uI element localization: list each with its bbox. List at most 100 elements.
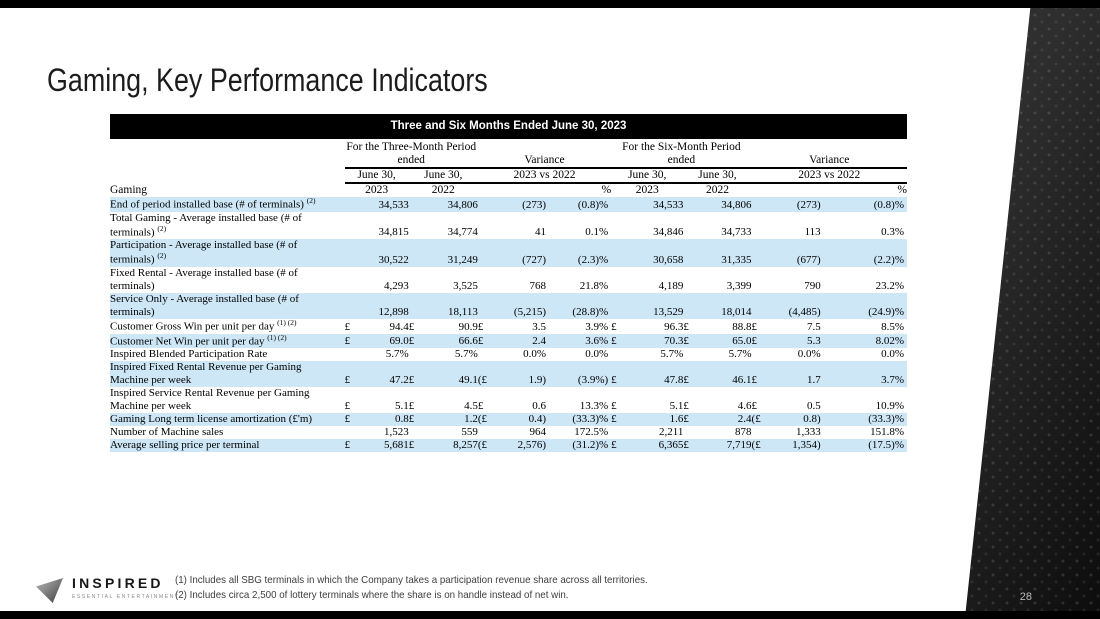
percent-cell: 8.5% bbox=[881, 320, 904, 333]
currency-cell: £ bbox=[611, 335, 617, 348]
currency-cell: £ bbox=[683, 335, 689, 348]
group-header-six-month: For the Six-Month Period ended bbox=[611, 141, 752, 169]
value-cell: 30,658 bbox=[653, 253, 684, 266]
currency-cell: £ bbox=[751, 320, 758, 333]
value-cell: 12,898 bbox=[378, 305, 409, 318]
percent-cell: (24.9)% bbox=[868, 305, 904, 318]
currency-cell bbox=[752, 239, 772, 267]
percent-cell: (0.8)% bbox=[577, 198, 609, 211]
currency-cell bbox=[752, 426, 772, 439]
currency-cell bbox=[611, 267, 631, 293]
currency-cell: (£ bbox=[477, 439, 488, 452]
currency-cell bbox=[345, 426, 357, 439]
percent-cell: (28.8)% bbox=[572, 305, 609, 318]
value-cell: 0.8) bbox=[803, 413, 821, 426]
value-cell: (273) bbox=[796, 198, 821, 211]
currency-cell bbox=[478, 267, 498, 293]
value-cell: 70.3 bbox=[664, 335, 684, 348]
value-cell: 30,522 bbox=[378, 253, 409, 266]
value-cell: 31,249 bbox=[447, 253, 478, 266]
value-cell: 3,399 bbox=[726, 279, 752, 292]
subheader-vs-6m: 2023 vs 2022 bbox=[751, 168, 907, 184]
currency-cell: (£ bbox=[751, 413, 761, 426]
year-2023-3m: 2023 bbox=[365, 184, 389, 196]
row-label: Customer Gross Win per unit per day (1) … bbox=[110, 317, 297, 333]
value-cell: 5.7% bbox=[728, 348, 752, 361]
table-row: Customer Net Win per unit per day (1) (2… bbox=[110, 332, 907, 349]
value-cell: 790 bbox=[804, 279, 821, 292]
currency-cell: £ bbox=[751, 400, 758, 413]
value-cell: 0.6 bbox=[532, 400, 546, 413]
value-cell: 2,576) bbox=[517, 439, 546, 452]
value-cell: 96.3 bbox=[664, 320, 684, 333]
value-cell: 46.1 bbox=[732, 374, 752, 387]
value-cell: 34,774 bbox=[447, 226, 478, 239]
top-letterbox-bar bbox=[0, 0, 1100, 8]
value-cell: 1,354) bbox=[792, 439, 821, 452]
currency-cell: £ bbox=[477, 335, 484, 348]
currency-cell bbox=[611, 426, 631, 439]
currency-cell bbox=[611, 197, 631, 212]
currency-cell bbox=[478, 239, 498, 267]
currency-cell bbox=[409, 348, 421, 361]
percent-cell: (2.3)% bbox=[577, 253, 609, 266]
value-cell: 0.0% bbox=[523, 348, 546, 361]
value-cell: 31,335 bbox=[721, 253, 752, 266]
value-cell: 4.6 bbox=[737, 400, 752, 413]
row-label: Inspired Blended Participation Rate bbox=[110, 348, 268, 361]
value-cell: 34,733 bbox=[721, 226, 752, 239]
kpi-table: For the Three-Month Period ended Varianc… bbox=[110, 141, 907, 453]
value-cell: 5,681 bbox=[383, 439, 409, 452]
table-row: Number of Machine sales 1,523 559 964 172.5%… bbox=[110, 426, 907, 439]
table-row: Fixed Rental - Average installed base (#… bbox=[110, 267, 907, 293]
value-cell: 3,525 bbox=[453, 279, 478, 292]
row-group-header-gaming: Gaming bbox=[110, 184, 148, 196]
inspired-logo-tagline: ESSENTIAL ENTERTAINMENT bbox=[72, 594, 180, 600]
currency-cell bbox=[683, 293, 695, 319]
currency-cell: £ bbox=[408, 374, 415, 387]
currency-cell: £ bbox=[408, 439, 415, 452]
currency-cell bbox=[478, 197, 498, 212]
year-2022-3m: 2022 bbox=[431, 184, 455, 196]
value-cell: 34,846 bbox=[653, 226, 684, 239]
currency-cell bbox=[611, 212, 631, 240]
value-cell: (727) bbox=[522, 253, 546, 266]
table-row: Average selling price per terminal £5,681… bbox=[110, 439, 907, 453]
currency-cell: £ bbox=[611, 320, 617, 333]
row-label: Customer Net Win per unit per day (1) (2… bbox=[110, 332, 287, 348]
value-cell: 7,719 bbox=[726, 439, 752, 452]
value-cell: 88.8 bbox=[732, 320, 752, 333]
percent-cell: 3.7% bbox=[881, 374, 904, 387]
percent-cell: (31.2)% bbox=[572, 439, 609, 452]
value-cell: 34,815 bbox=[378, 226, 409, 239]
value-cell: 5.7% bbox=[385, 348, 409, 361]
percent-cell: 23.2% bbox=[875, 279, 904, 292]
row-label: Inspired Service Rental Revenue per Gami… bbox=[110, 387, 310, 413]
value-cell: 2,211 bbox=[659, 426, 684, 439]
value-cell: 4.5 bbox=[464, 400, 478, 413]
percent-cell: 10.9% bbox=[875, 400, 904, 413]
currency-cell: £ bbox=[408, 320, 415, 333]
value-cell: 1.7 bbox=[806, 374, 821, 387]
currency-cell bbox=[683, 267, 695, 293]
percent-symbol-6m: % bbox=[897, 184, 907, 196]
value-cell: 1.2 bbox=[464, 413, 478, 426]
value-cell: 0.8 bbox=[394, 413, 409, 426]
value-cell: 5.1 bbox=[669, 400, 684, 413]
value-cell: 559 bbox=[461, 426, 478, 439]
value-cell: 878 bbox=[735, 426, 752, 439]
value-cell: 768 bbox=[529, 279, 547, 292]
value-cell: 1.9) bbox=[528, 374, 546, 387]
currency-cell: £ bbox=[344, 400, 351, 413]
table-row: Service Only - Average installed base (#… bbox=[110, 292, 907, 319]
value-cell: (4,485) bbox=[788, 305, 821, 318]
value-cell: 113 bbox=[804, 226, 821, 239]
percent-cell: 21.8% bbox=[579, 279, 609, 292]
row-label: Average selling price per terminal bbox=[110, 439, 260, 452]
kpi-table-container: For the Three-Month Period ended Varianc… bbox=[110, 141, 907, 453]
currency-cell bbox=[478, 293, 498, 319]
value-cell: 41 bbox=[535, 226, 546, 239]
subheader-june30-6m-2023: June 30, bbox=[611, 168, 684, 184]
value-cell: 90.9 bbox=[458, 320, 478, 333]
decorative-corner-wedge bbox=[965, 8, 1100, 611]
